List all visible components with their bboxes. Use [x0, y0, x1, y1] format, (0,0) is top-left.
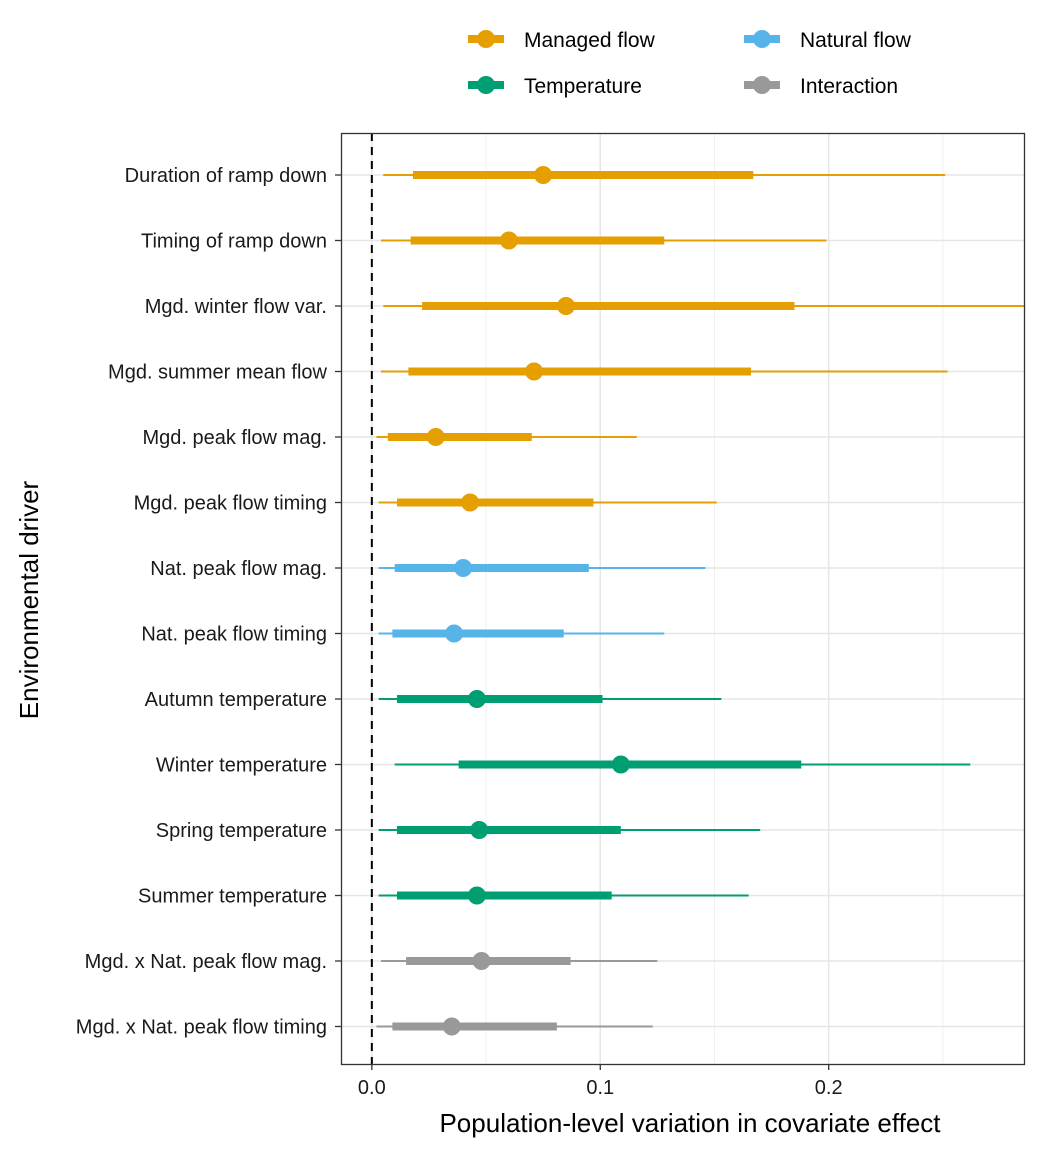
- median-point: [534, 166, 553, 184]
- y-tick-label: Mgd. summer mean flow: [108, 362, 328, 384]
- median-point: [467, 886, 486, 905]
- y-tick-label: Summer temperature: [138, 886, 327, 908]
- y-tick-label: Nat. peak flow timing: [141, 624, 327, 646]
- x-tick-label: 0.0: [358, 1077, 386, 1099]
- y-axis-title: Environmental driver: [14, 480, 44, 719]
- y-tick-label: Mgd. x Nat. peak flow timing: [76, 1017, 327, 1039]
- x-axis-title: Population-level variation in covariate …: [439, 1108, 941, 1138]
- y-tick-label: Autumn temperature: [145, 689, 327, 711]
- median-point: [461, 493, 480, 512]
- x-tick-label: 0.1: [586, 1077, 614, 1099]
- median-point: [499, 231, 518, 250]
- median-point: [472, 952, 491, 970]
- y-tick-label: Mgd. winter flow var.: [145, 296, 327, 318]
- y-axis: Duration of ramp down Timing of ramp down…: [76, 165, 341, 1039]
- median-point: [445, 624, 464, 643]
- y-tick-label: Winter temperature: [156, 755, 327, 777]
- legend-label: Managed flow: [524, 29, 656, 52]
- x-tick-label: 0.2: [815, 1077, 843, 1099]
- median-point: [426, 428, 445, 446]
- panel-border: [340, 132, 1026, 1066]
- y-tick-label: Mgd. peak flow mag.: [142, 427, 327, 449]
- legend-key-point: [477, 30, 495, 48]
- median-point: [442, 1017, 461, 1036]
- median-point: [454, 559, 473, 577]
- legend: Managed flow Natural flow Temperature Inter…: [468, 29, 912, 98]
- legend-key-point: [477, 76, 495, 94]
- y-tick-label: Nat. peak flow mag.: [150, 558, 327, 580]
- x-axis: 0.0 0.1 0.2: [358, 1064, 843, 1099]
- legend-key-point: [753, 76, 771, 94]
- legend-key-point: [753, 30, 771, 48]
- median-point: [467, 690, 486, 708]
- y-tick-label: Timing of ramp down: [141, 231, 327, 253]
- median-point: [525, 362, 544, 381]
- legend-label: Temperature: [524, 75, 642, 98]
- legend-label: Natural flow: [800, 29, 912, 52]
- interval-rows: [376, 166, 1026, 1036]
- y-tick-label: Mgd. x Nat. peak flow mag.: [85, 951, 327, 973]
- y-tick-label: Spring temperature: [156, 820, 327, 842]
- y-tick-label: Mgd. peak flow timing: [134, 493, 327, 515]
- median-point: [611, 755, 630, 774]
- y-tick-label: Duration of ramp down: [125, 165, 327, 187]
- median-point: [470, 821, 489, 839]
- legend-label: Interaction: [800, 75, 898, 98]
- median-point: [557, 297, 576, 315]
